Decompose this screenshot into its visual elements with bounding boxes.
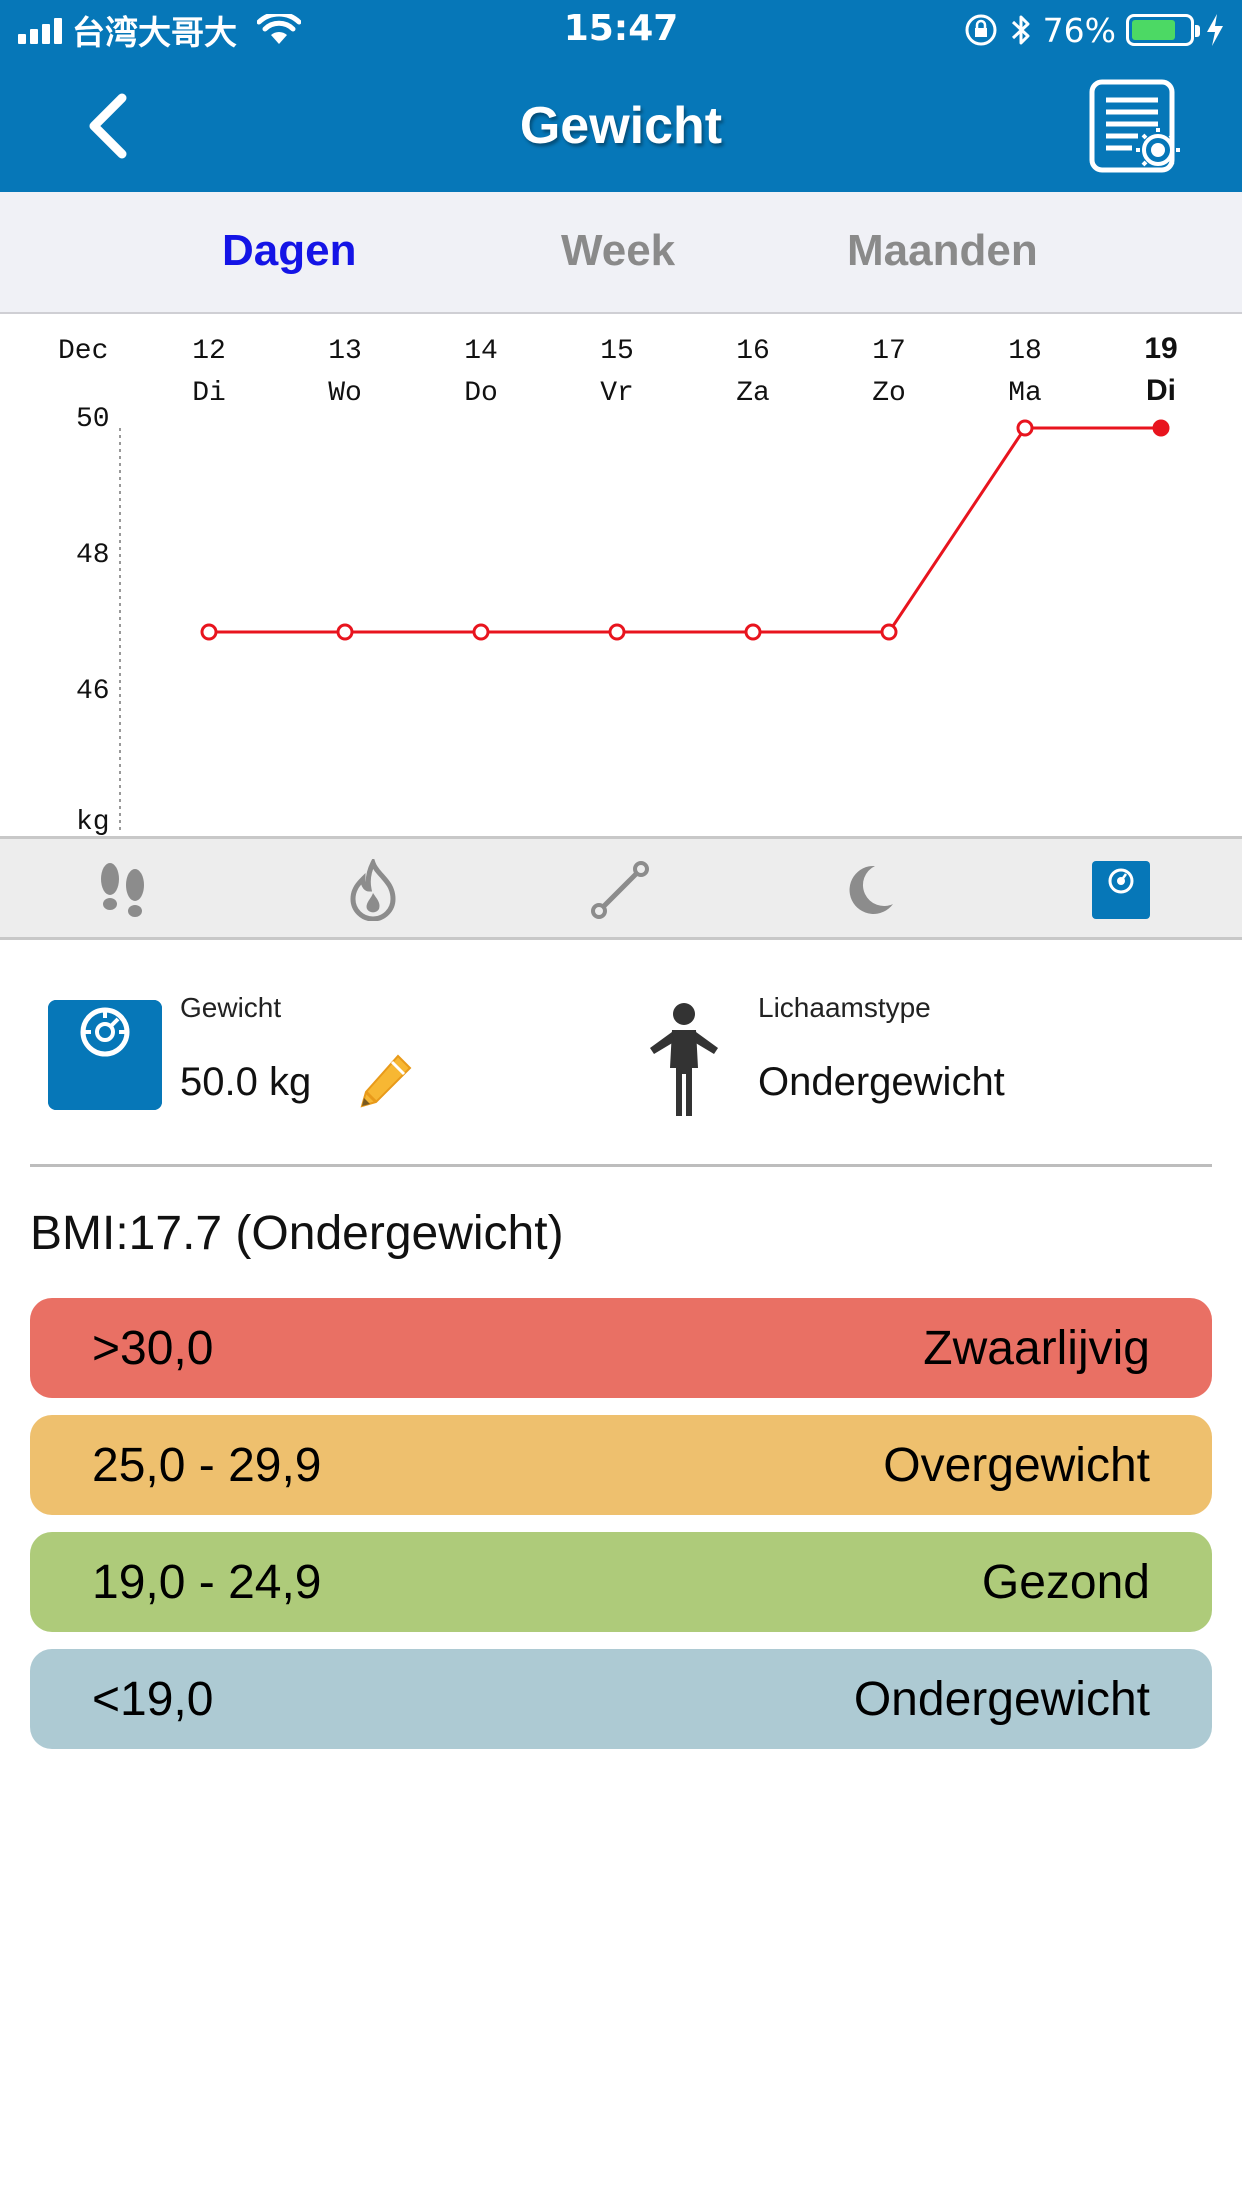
- bmi-value: BMI:17.7 (Ondergewicht): [30, 1207, 564, 1260]
- body-type-value: Ondergewicht: [758, 1060, 1005, 1104]
- status-left: 台湾大哥大: [18, 10, 301, 52]
- range-value: >30,0: [92, 1321, 214, 1375]
- tab-dagen[interactable]: Dagen: [222, 226, 357, 275]
- edit-weight-button[interactable]: [358, 1052, 414, 1108]
- flame-icon[interactable]: [340, 857, 406, 923]
- x-tick-weekday: Wo: [328, 378, 362, 409]
- y-tick-label: 50: [76, 404, 110, 435]
- data-point[interactable]: [1016, 419, 1034, 437]
- y-tick-label: 48: [76, 540, 110, 571]
- wifi-icon: [257, 14, 301, 44]
- signal-icon: [18, 16, 62, 44]
- battery-percent: 76%: [1042, 10, 1116, 50]
- bmi-range-underweight: <19,0 Ondergewicht: [30, 1649, 1212, 1749]
- bmi-range-overweight: 25,0 - 29,9 Overgewicht: [30, 1415, 1212, 1515]
- rotation-lock-icon: [965, 14, 997, 46]
- range-value: <19,0: [92, 1672, 214, 1726]
- data-point[interactable]: [472, 623, 490, 641]
- data-point[interactable]: [1152, 419, 1170, 437]
- person-icon: [650, 1003, 718, 1116]
- x-tick-day: 15: [600, 336, 634, 367]
- data-point[interactable]: [880, 623, 898, 641]
- body-type-label: Lichaamstype: [758, 992, 931, 1023]
- range-value: 25,0 - 29,9: [92, 1438, 322, 1492]
- battery-icon: [1126, 14, 1200, 46]
- x-tick-weekday: Vr: [600, 378, 634, 409]
- y-axis-unit: kg: [76, 807, 110, 836]
- report-settings-button[interactable]: [1088, 78, 1180, 176]
- y-tick-label: 46: [76, 676, 110, 707]
- footsteps-icon[interactable]: [90, 857, 156, 923]
- data-point[interactable]: [200, 623, 218, 641]
- scale-icon[interactable]: [1088, 857, 1154, 923]
- x-tick-weekday: Di: [1146, 374, 1176, 407]
- x-tick-weekday: Di: [192, 378, 226, 409]
- divider: [30, 1164, 1212, 1167]
- series-line: [209, 426, 1161, 634]
- x-tick-day: 12: [192, 336, 226, 367]
- bmi-range-healthy: 19,0 - 24,9 Gezond: [30, 1532, 1212, 1632]
- data-point[interactable]: [336, 623, 354, 641]
- x-tick-day: 14: [464, 336, 498, 367]
- x-tick-weekday: Ma: [1008, 378, 1042, 409]
- x-tick-day: 17: [872, 336, 906, 367]
- month-label: Dec: [58, 336, 108, 367]
- range-label: Zwaarlijvig: [923, 1321, 1150, 1375]
- status-bar: 台湾大哥大 15:47 76%: [0, 0, 1242, 60]
- back-button[interactable]: [80, 90, 140, 162]
- data-point[interactable]: [608, 623, 626, 641]
- range-label: Gezond: [981, 1555, 1150, 1609]
- page-title: Gewicht: [519, 97, 723, 155]
- status-right: 76%: [963, 10, 1226, 50]
- weight-chart: Dec kg 50 48 46 12 Di 13 Wo 14 Do 15 Vr 16 Za 17 Zo 18 M…: [0, 316, 1242, 836]
- x-tick-weekday: Zo: [872, 378, 906, 409]
- nav-bar: Gewicht: [0, 60, 1242, 192]
- weight-chart-svg: Dec kg 50 48 46 12 Di 13 Wo 14 Do 15 Vr 16 Za 17 Zo 18 M…: [58, 332, 1178, 836]
- x-tick-weekday: Za: [736, 378, 770, 409]
- tab-maanden[interactable]: Maanden: [847, 226, 1038, 275]
- x-tick-weekday: Do: [464, 378, 498, 409]
- period-tabs: Dagen Week Maanden: [0, 192, 1242, 314]
- x-tick-day: 16: [736, 336, 770, 367]
- bmi-range-obese: >30,0 Zwaarlijvig: [30, 1298, 1212, 1398]
- carrier-name: 台湾大哥大: [72, 13, 237, 52]
- data-point[interactable]: [744, 623, 762, 641]
- x-tick-day: 19: [1144, 332, 1177, 365]
- weight-scale-icon: [48, 1000, 162, 1110]
- range-label: Overgewicht: [883, 1438, 1150, 1492]
- range-value: 19,0 - 24,9: [92, 1555, 322, 1609]
- x-tick-day: 18: [1008, 336, 1042, 367]
- charging-icon: [1207, 14, 1223, 46]
- range-label: Ondergewicht: [853, 1672, 1150, 1726]
- bluetooth-icon: [1011, 15, 1030, 45]
- weight-value: 50.0 kg: [180, 1060, 312, 1104]
- moon-icon[interactable]: [836, 857, 902, 923]
- metric-switch-bar: [0, 836, 1242, 940]
- tab-week[interactable]: Week: [561, 226, 676, 275]
- status-time: 15:47: [563, 8, 679, 49]
- x-tick-day: 13: [328, 336, 362, 367]
- weight-label: Gewicht: [180, 992, 282, 1023]
- distance-icon[interactable]: [587, 857, 653, 923]
